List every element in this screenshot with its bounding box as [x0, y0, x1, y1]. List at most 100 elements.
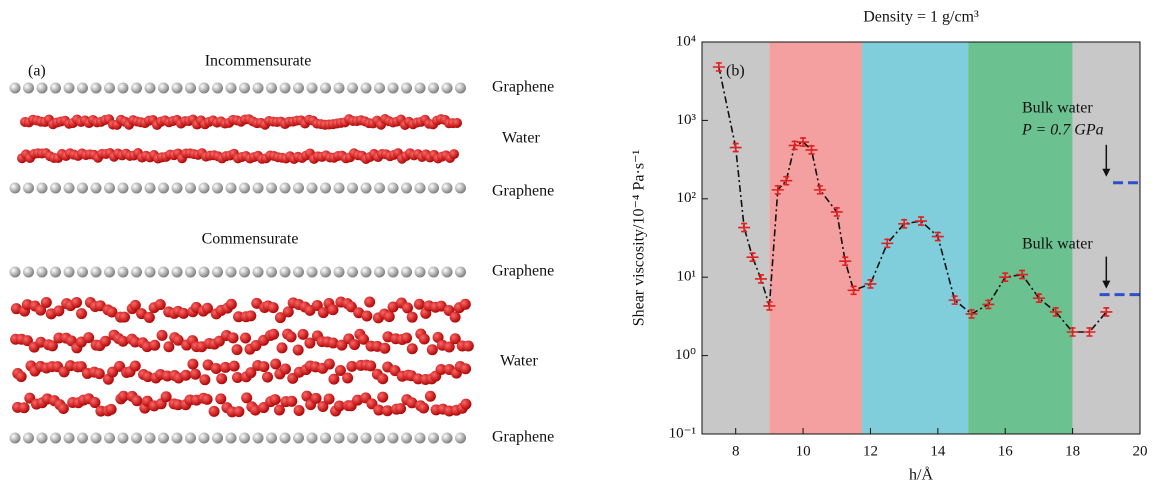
- arrow-head: [1102, 280, 1111, 289]
- water-molecule: [293, 404, 305, 416]
- carbon-atom: [50, 182, 61, 194]
- carbon-atom: [374, 82, 385, 94]
- data-point: [780, 175, 793, 186]
- x-tick-label: 12: [863, 443, 878, 459]
- water-molecule: [426, 344, 438, 356]
- carbon-atom: [333, 266, 345, 278]
- carbon-atom: [266, 432, 277, 444]
- carbon-atom: [50, 82, 61, 94]
- water-molecule: [377, 373, 389, 385]
- carbon-atom: [36, 82, 48, 94]
- water-molecule: [40, 296, 52, 308]
- water-molecule: [452, 117, 462, 128]
- data-point: [999, 272, 1012, 282]
- carbon-atom: [293, 82, 304, 94]
- carbon-atom: [401, 82, 412, 94]
- y-tick-label: 10³: [677, 112, 697, 128]
- carbon-atom: [441, 266, 453, 278]
- data-point: [982, 299, 995, 310]
- water-molecule: [160, 391, 172, 403]
- carbon-atom: [266, 266, 277, 278]
- x-axis-label: h/Å: [909, 466, 933, 484]
- water-molecule: [210, 362, 222, 374]
- carbon-atom: [387, 266, 399, 278]
- carbon-atom: [387, 182, 399, 194]
- arrow-head: [1102, 168, 1111, 177]
- data-point: [797, 137, 810, 147]
- water-molecule: [105, 403, 117, 415]
- water-molecule: [129, 360, 141, 372]
- water-molecule: [346, 360, 358, 372]
- carbon-atom: [77, 82, 88, 94]
- x-tick-label: 20: [1133, 443, 1148, 459]
- water-molecule: [258, 361, 270, 373]
- water-molecule: [231, 372, 243, 384]
- water-molecule: [114, 360, 126, 372]
- carbon-atom: [441, 82, 453, 94]
- y-tick-label: 10⁴: [676, 33, 696, 49]
- water-molecule: [53, 305, 65, 317]
- carbon-atom: [414, 432, 426, 444]
- water-molecule: [345, 301, 357, 313]
- carbon-atom: [117, 182, 129, 194]
- carbon-atom: [185, 266, 196, 278]
- water-molecule: [328, 373, 340, 385]
- water-molecule: [317, 400, 329, 412]
- carbon-atom: [144, 182, 156, 194]
- water-molecule: [154, 299, 166, 311]
- water-molecule: [301, 390, 313, 402]
- carbon-atom: [212, 432, 223, 444]
- water-molecule: [83, 332, 95, 344]
- water-molecule: [449, 333, 461, 345]
- water-molecule: [327, 304, 339, 316]
- y-tick-label: 10⁻¹: [669, 425, 696, 441]
- water-molecule: [401, 332, 413, 344]
- data-point: [830, 206, 843, 217]
- carbon-atom: [293, 266, 304, 278]
- water-molecule: [18, 402, 30, 414]
- water-molecule: [71, 297, 83, 309]
- carbon-atom: [428, 432, 439, 444]
- water-molecule: [142, 371, 154, 383]
- x-tick-label: 14: [930, 443, 946, 459]
- carbon-atom: [131, 182, 142, 194]
- y-tick-label: 10¹: [677, 269, 697, 285]
- carbon-atom: [293, 432, 304, 444]
- water-molecule: [373, 404, 385, 416]
- data-point: [1016, 269, 1029, 280]
- x-tick-label: 18: [1065, 443, 1080, 459]
- water-molecule: [286, 395, 298, 407]
- water-molecule: [215, 393, 227, 405]
- carbon-atom: [360, 82, 372, 94]
- plot-frame: [701, 41, 1141, 435]
- water-molecule: [349, 339, 361, 351]
- water-molecule: [143, 311, 155, 323]
- region: [769, 42, 863, 434]
- water-molecule: [418, 333, 430, 345]
- carbon-atom: [131, 432, 142, 444]
- carbon-atom: [387, 82, 399, 94]
- carbon-atom: [347, 182, 358, 194]
- carbon-atom: [36, 266, 48, 278]
- data-point: [931, 231, 944, 242]
- carbon-atom: [171, 182, 183, 194]
- data-point: [1032, 293, 1045, 303]
- data-point: [771, 184, 784, 195]
- water-molecule: [323, 393, 335, 405]
- water-molecule: [383, 311, 395, 323]
- data-point: [1083, 326, 1096, 337]
- carbon-atom: [252, 182, 264, 194]
- water-molecule: [377, 391, 389, 403]
- layer-label: Water: [500, 353, 538, 370]
- carbon-atom: [158, 432, 169, 444]
- annotation: Bulk water: [1022, 235, 1093, 252]
- water-molecule: [106, 306, 118, 318]
- carbon-atom: [198, 182, 210, 194]
- water-molecule: [201, 393, 213, 405]
- water-molecule: [225, 298, 237, 310]
- carbon-atom: [455, 266, 466, 278]
- water-molecule: [199, 374, 211, 386]
- carbon-atom: [63, 432, 75, 444]
- water-molecule: [379, 342, 391, 354]
